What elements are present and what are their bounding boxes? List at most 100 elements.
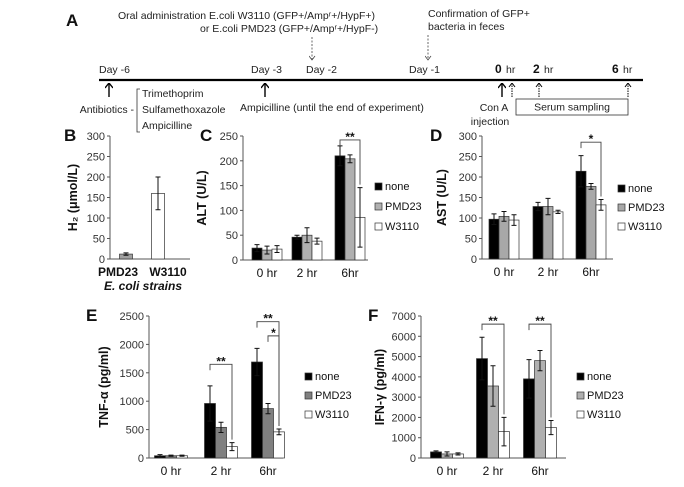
error-bar <box>479 336 485 381</box>
x-tick-label: 2 hr <box>211 464 232 478</box>
y-axis-label: ALT (U/L) <box>195 170 209 225</box>
x-tick-label: 2 hr <box>538 265 559 279</box>
x-tick-label: 6hr <box>531 464 548 478</box>
time-2-number: 2 <box>533 62 540 76</box>
legend-label: W3110 <box>385 221 419 233</box>
legend-swatch <box>617 184 626 193</box>
y-axis-label: TNF-α (pg/ml) <box>97 346 111 427</box>
error-bar <box>218 421 224 433</box>
x-tick-label: 0 hr <box>161 464 182 478</box>
chart-d: D 0 50 100 150 200 250 300 AST (U/L) 0 hr 2 hr 6hr *… <box>430 126 665 279</box>
error-bar <box>347 154 353 164</box>
y-tick-label: 50 <box>465 234 477 246</box>
significance-label: ** <box>345 130 355 144</box>
x-tick-label: PMD23 <box>98 265 138 279</box>
y-tick-label: 50 <box>93 234 105 246</box>
panel-label: F <box>368 306 378 325</box>
y-tick-label: 500 <box>126 425 144 437</box>
x-tick-label: 2 hr <box>297 266 318 280</box>
legend-label: PMD23 <box>628 202 665 214</box>
y-tick-label: 50 <box>226 230 238 242</box>
error-bar <box>535 201 541 212</box>
error-bar <box>598 199 604 211</box>
bar-none <box>488 218 500 260</box>
error-bar <box>537 349 543 372</box>
bar-none <box>291 236 303 261</box>
y-tick-label: 1000 <box>392 433 416 445</box>
panel-label: E <box>86 306 97 325</box>
error-bar <box>588 183 594 190</box>
significance-label: * <box>271 326 276 340</box>
error-bar <box>229 442 235 452</box>
y-tick-label: 250 <box>220 131 238 143</box>
legend-label: none <box>315 371 339 383</box>
y-tick-label: 0 <box>232 255 238 267</box>
y-tick-label: 150 <box>459 193 477 205</box>
error-bar <box>265 402 271 415</box>
oral-administration-line1: Oral administration E.coli W3110 (GFP+/A… <box>118 10 375 22</box>
y-axis-label: AST (U/L) <box>435 169 449 226</box>
x-tick-label: 2 hr <box>483 464 504 478</box>
error-bar <box>545 197 551 216</box>
y-tick-label: 1000 <box>120 396 144 408</box>
time-0-number: 0 <box>495 62 502 76</box>
y-tick-label: 5000 <box>392 352 416 364</box>
error-bar <box>501 416 507 447</box>
bar-charts: B 0 50 100 150 200 250 300 H₂ (μmol/L) PMD23 W3110… <box>64 126 665 478</box>
confirmation-line1: Confirmation of GFP+ <box>428 8 530 20</box>
legend-swatch <box>304 410 313 419</box>
chart-f: F 0 1000 2000 3000 4000 5000 6000 7000 IFN-γ (pg/… <box>368 306 624 478</box>
panel-a-timeline: A Oral administration E.coli W3110 (GFP+… <box>66 8 643 133</box>
legend-swatch <box>617 203 626 212</box>
day-minus-2: Day -2 <box>306 64 337 76</box>
antibiotic-item: Trimethoprim <box>142 88 204 100</box>
panel-label: C <box>200 126 212 145</box>
legend-swatch <box>304 391 313 400</box>
confirmation-line2: bacteria in feces <box>428 21 504 33</box>
legend-swatch <box>576 410 585 419</box>
error-bar <box>555 209 561 214</box>
significance-label: * <box>589 132 594 146</box>
error-bar <box>168 454 174 457</box>
legend-label: none <box>628 183 652 195</box>
bar-w3110 <box>552 211 564 260</box>
legend-label: PMD23 <box>315 390 352 402</box>
time-6-unit: hr <box>623 64 633 76</box>
bar-pmd23 <box>585 186 597 260</box>
cona-label-line2: injection <box>471 116 510 128</box>
y-tick-label: 0 <box>138 453 144 465</box>
significance-label: ** <box>263 312 273 326</box>
chart-b: B 0 50 100 150 200 250 300 H₂ (μmol/L) PMD23 W3110… <box>64 126 190 293</box>
significance-bracket <box>481 323 505 415</box>
cona-label-line1: Con A <box>480 102 509 114</box>
x-tick-label: 6hr <box>259 464 276 478</box>
bar-pmd23 <box>262 408 274 459</box>
error-bar <box>511 214 517 226</box>
y-tick-label: 100 <box>87 213 105 225</box>
bar-pmd23 <box>344 158 356 261</box>
legend-swatch <box>304 372 313 381</box>
antibiotics-label: Antibiotics - <box>80 104 135 116</box>
y-tick-label: 2000 <box>120 339 144 351</box>
y-tick-label: 7000 <box>392 311 416 323</box>
legend-label: PMD23 <box>385 201 422 213</box>
y-tick-label: 150 <box>220 181 238 193</box>
antibiotic-item: Sulfamethoxazole <box>142 104 226 116</box>
legend-label: none <box>587 371 611 383</box>
legend-swatch <box>576 391 585 400</box>
significance-bracket <box>267 335 280 427</box>
error-bar <box>578 155 584 188</box>
error-bar <box>455 452 461 456</box>
time-6-number: 6 <box>612 62 619 76</box>
legend-swatch <box>374 202 383 211</box>
antibiotics-bracket <box>136 88 140 133</box>
chart-c: C 0 50 100 150 200 250 ALT (U/L) 0 hr 2 hr 6hr ** no… <box>195 126 422 280</box>
error-bar <box>526 359 532 399</box>
error-bar <box>548 419 554 436</box>
error-bar <box>444 451 450 457</box>
y-tick-label: 300 <box>87 131 105 143</box>
x-tick-label: 0 hr <box>437 464 458 478</box>
significance-bracket <box>580 141 602 197</box>
y-tick-label: 3000 <box>392 392 416 404</box>
y-tick-label: 150 <box>87 193 105 205</box>
